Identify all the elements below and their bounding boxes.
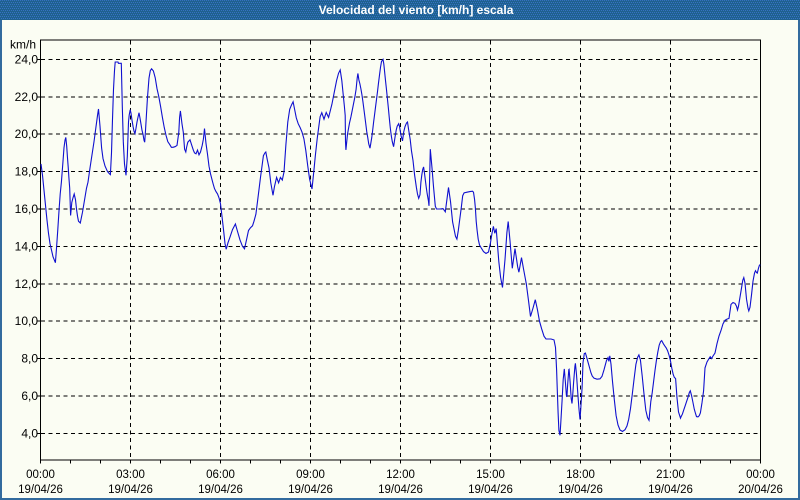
svg-text:14,0: 14,0 (15, 239, 39, 253)
svg-text:19/04/26: 19/04/26 (198, 484, 243, 496)
svg-text:19/04/26: 19/04/26 (18, 484, 63, 496)
svg-text:19/04/26: 19/04/26 (378, 484, 423, 496)
svg-text:15:00: 15:00 (476, 469, 505, 481)
svg-text:19/04/26: 19/04/26 (468, 484, 513, 496)
svg-text:09:00: 09:00 (296, 469, 325, 481)
svg-text:22,0: 22,0 (15, 90, 39, 104)
svg-text:12:00: 12:00 (386, 469, 415, 481)
svg-text:19/04/26: 19/04/26 (288, 484, 333, 496)
svg-text:06:00: 06:00 (206, 469, 235, 481)
svg-text:km/h: km/h (10, 38, 36, 52)
svg-text:Velocidad del viento [km/h] es: Velocidad del viento [km/h] escala (319, 3, 514, 17)
svg-text:8,0: 8,0 (21, 352, 38, 366)
svg-text:19/04/26: 19/04/26 (648, 484, 693, 496)
svg-text:16,0: 16,0 (15, 202, 39, 216)
svg-text:10,0: 10,0 (15, 314, 39, 328)
svg-text:19/04/26: 19/04/26 (558, 484, 603, 496)
svg-text:19/04/26: 19/04/26 (108, 484, 153, 496)
svg-text:6,0: 6,0 (21, 389, 38, 403)
svg-text:20,0: 20,0 (15, 127, 39, 141)
svg-text:24,0: 24,0 (15, 52, 39, 66)
svg-text:18:00: 18:00 (566, 469, 595, 481)
svg-text:00:00: 00:00 (26, 469, 55, 481)
svg-text:4,0: 4,0 (21, 426, 38, 440)
svg-text:03:00: 03:00 (116, 469, 145, 481)
svg-text:00:00: 00:00 (746, 469, 775, 481)
svg-text:21:00: 21:00 (656, 469, 685, 481)
svg-text:18,0: 18,0 (15, 165, 39, 179)
svg-text:12,0: 12,0 (15, 277, 39, 291)
svg-text:20/04/26: 20/04/26 (738, 484, 783, 496)
